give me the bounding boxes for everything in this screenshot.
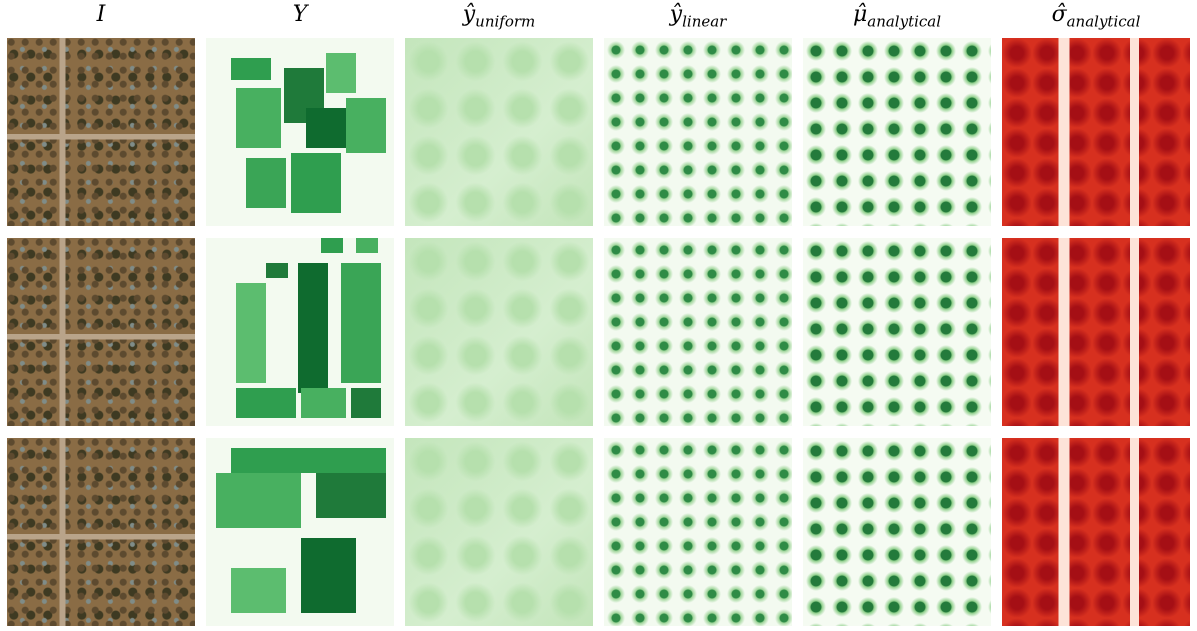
header-symbol: σ̂ xyxy=(1051,2,1067,27)
mask-block xyxy=(231,58,271,80)
header-subscript: uniform xyxy=(475,12,536,31)
header-symbol: I xyxy=(96,2,106,27)
mask-block xyxy=(236,388,296,418)
column-header: ŷuniform xyxy=(404,2,594,30)
mask-block xyxy=(346,98,386,153)
image-tile xyxy=(7,238,195,426)
mask-block xyxy=(231,448,386,473)
image-tile xyxy=(1002,238,1190,426)
column-header: μ̂analytical xyxy=(802,2,992,30)
image-tile xyxy=(405,38,593,226)
image-tile xyxy=(604,238,792,426)
header-symbol: ŷ xyxy=(669,2,683,27)
header-subscript: linear xyxy=(682,12,727,31)
header-subscript: analytical xyxy=(1066,12,1141,31)
mask-block xyxy=(321,238,343,253)
header-symbol: μ̂ xyxy=(852,2,868,27)
image-tile xyxy=(604,38,792,226)
mask-block xyxy=(351,388,381,418)
mask-block xyxy=(356,238,378,253)
image-tile xyxy=(206,238,394,426)
mask-block xyxy=(246,158,286,208)
image-tile xyxy=(206,438,394,626)
header-subscript: analytical xyxy=(867,12,942,31)
mask-block xyxy=(301,388,346,418)
mask-block xyxy=(216,473,301,528)
column-header: I xyxy=(6,2,196,27)
mask-block xyxy=(301,538,356,613)
header-symbol: ŷ xyxy=(462,2,476,27)
column-header: ŷlinear xyxy=(603,2,793,30)
column-header: Y xyxy=(205,2,395,27)
image-tile xyxy=(7,438,195,626)
column-header: σ̂analytical xyxy=(1001,2,1191,30)
mask-block xyxy=(291,153,341,213)
image-tile xyxy=(206,38,394,226)
image-tile xyxy=(803,238,991,426)
mask-block xyxy=(298,263,328,393)
mask-block xyxy=(266,263,288,278)
mask-block xyxy=(236,283,266,383)
image-tile xyxy=(604,438,792,626)
image-tile xyxy=(405,238,593,426)
image-tile xyxy=(803,438,991,626)
mask-block xyxy=(231,568,286,613)
mask-block xyxy=(326,53,356,93)
mask-block xyxy=(236,88,281,148)
image-tile xyxy=(1002,38,1190,226)
image-tile xyxy=(803,38,991,226)
image-tile xyxy=(7,38,195,226)
header-symbol: Y xyxy=(292,2,308,27)
mask-block xyxy=(316,473,386,518)
image-tile xyxy=(405,438,593,626)
mask-block xyxy=(341,263,381,383)
image-tile xyxy=(1002,438,1190,626)
